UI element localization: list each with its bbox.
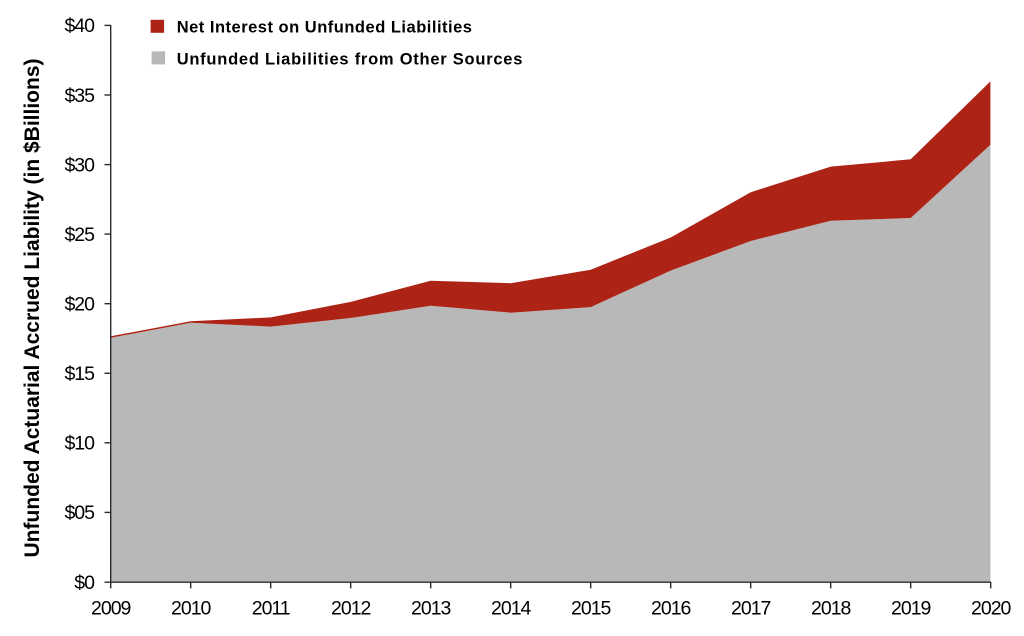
svg-text:2010: 2010 — [171, 598, 212, 620]
svg-text:2018: 2018 — [811, 598, 851, 620]
svg-text:2014: 2014 — [491, 598, 532, 620]
svg-text:2013: 2013 — [411, 598, 451, 620]
svg-text:$25: $25 — [64, 224, 95, 246]
svg-text:2015: 2015 — [571, 598, 612, 620]
svg-text:Net Interest on Unfunded Liabi: Net Interest on Unfunded Liabilities — [177, 19, 473, 37]
svg-text:2009: 2009 — [91, 598, 131, 620]
svg-text:2012: 2012 — [331, 598, 371, 620]
svg-text:Unfunded Actuarial Accrued Lia: Unfunded Actuarial Accrued Liability (in… — [21, 59, 44, 558]
svg-text:Unfunded Liabilities from Othe: Unfunded Liabilities from Other Sources — [177, 50, 523, 68]
svg-text:$30: $30 — [64, 154, 95, 176]
svg-text:$35: $35 — [64, 85, 95, 107]
svg-text:$20: $20 — [64, 294, 95, 316]
svg-text:2019: 2019 — [891, 598, 931, 620]
svg-text:2016: 2016 — [651, 598, 691, 620]
svg-text:2020: 2020 — [971, 598, 1012, 620]
svg-text:$15: $15 — [64, 363, 95, 385]
svg-text:$0: $0 — [74, 572, 95, 594]
svg-text:2011: 2011 — [252, 598, 290, 620]
svg-text:$40: $40 — [64, 15, 95, 37]
svg-text:2017: 2017 — [731, 598, 771, 620]
svg-text:$10: $10 — [64, 433, 95, 455]
svg-text:$05: $05 — [64, 502, 95, 524]
